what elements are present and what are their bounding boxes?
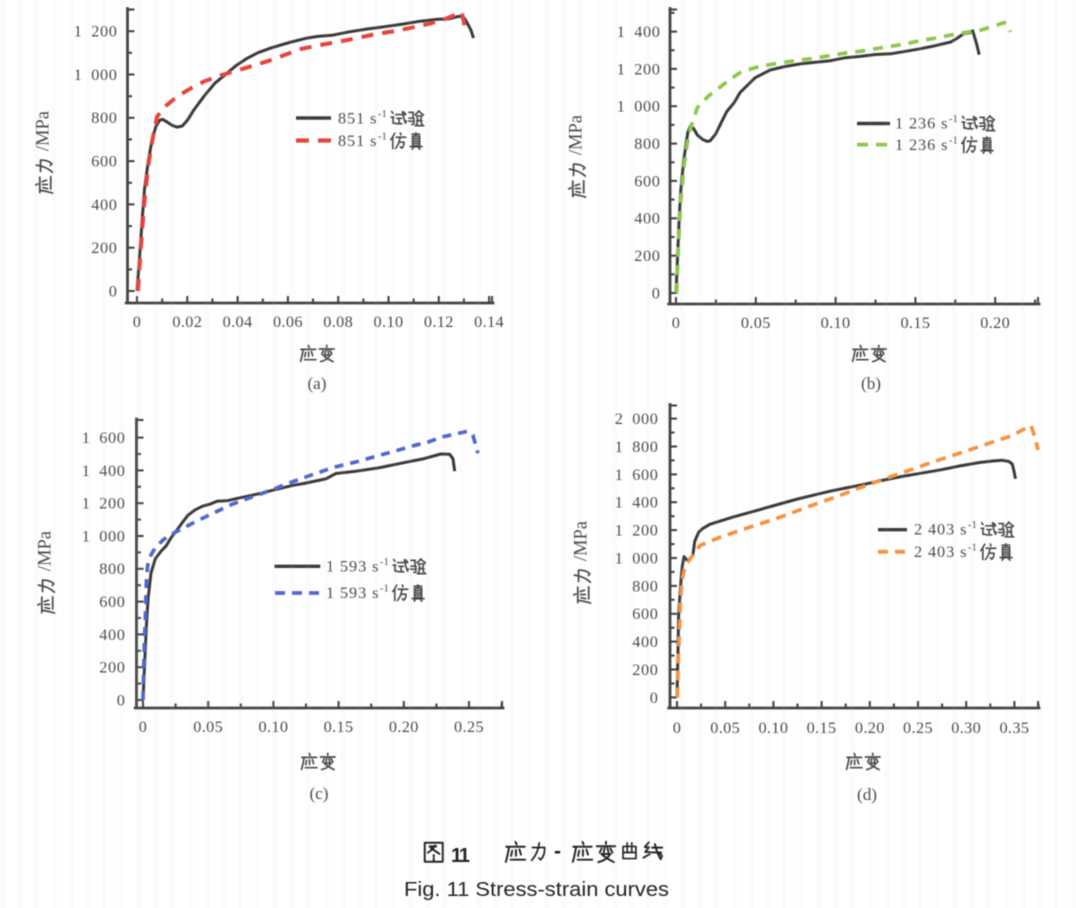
svg-text:0.20: 0.20	[855, 718, 885, 737]
svg-text:0.25: 0.25	[454, 717, 484, 736]
svg-text:-1: -1	[949, 113, 958, 125]
svg-text:200: 200	[91, 238, 117, 257]
svg-text:200: 200	[632, 660, 658, 679]
svg-text:0.12: 0.12	[424, 312, 454, 331]
svg-text:1 000: 1 000	[82, 526, 126, 545]
svg-text:1 400: 1 400	[82, 461, 126, 480]
svg-text:1 000: 1 000	[617, 97, 661, 116]
svg-text:1 236 s: 1 236 s	[895, 114, 948, 133]
svg-text:0.15: 0.15	[807, 718, 837, 737]
svg-text:0.10: 0.10	[758, 718, 788, 737]
svg-text:1 593 s: 1 593 s	[326, 583, 379, 602]
svg-text:-1: -1	[968, 542, 977, 554]
svg-text:-1: -1	[380, 556, 389, 568]
svg-text:1 800: 1 800	[615, 437, 659, 456]
svg-text:-1: -1	[949, 135, 958, 147]
svg-text:0.30: 0.30	[951, 718, 981, 737]
svg-text:0.06: 0.06	[273, 312, 303, 331]
svg-text:2 403 s: 2 403 s	[914, 542, 967, 561]
svg-text:(d): (d)	[857, 785, 877, 804]
svg-text:1 200: 1 200	[74, 22, 118, 41]
svg-text:-1: -1	[378, 131, 387, 143]
svg-text:-: -	[554, 840, 561, 863]
svg-text:(b): (b)	[861, 374, 881, 393]
svg-text:0: 0	[650, 688, 659, 707]
svg-text:0.20: 0.20	[389, 717, 419, 736]
svg-text:200: 200	[99, 658, 125, 677]
svg-text:0.04: 0.04	[223, 312, 253, 331]
svg-text:400: 400	[91, 195, 117, 214]
svg-text:0.20: 0.20	[980, 313, 1010, 332]
svg-text:600: 600	[91, 152, 117, 171]
svg-text:Fig. 11 Stress-strain curves: Fig. 11 Stress-strain curves	[404, 878, 669, 901]
svg-text:1 200: 1 200	[82, 494, 126, 513]
svg-text:(a): (a)	[307, 374, 326, 393]
svg-text:1 200: 1 200	[615, 521, 659, 540]
svg-text:/MPa: /MPa	[567, 115, 587, 155]
svg-text:400: 400	[99, 625, 125, 644]
svg-text:800: 800	[99, 559, 125, 578]
svg-text:0.10: 0.10	[374, 312, 404, 331]
svg-text:0: 0	[109, 281, 118, 300]
svg-text:0: 0	[672, 313, 681, 332]
svg-text:/MPa: /MPa	[36, 531, 56, 571]
svg-text:0.25: 0.25	[903, 718, 933, 737]
svg-text:0.14: 0.14	[474, 312, 504, 331]
svg-text:1 000: 1 000	[615, 548, 659, 567]
svg-text:0: 0	[139, 717, 148, 736]
svg-text:0.15: 0.15	[324, 717, 354, 736]
svg-text:400: 400	[632, 632, 658, 651]
svg-text:-1: -1	[380, 583, 389, 595]
svg-text:-1: -1	[378, 108, 387, 120]
svg-text:200: 200	[634, 246, 660, 265]
svg-text:0: 0	[673, 718, 682, 737]
svg-text:0.15: 0.15	[900, 313, 930, 332]
svg-text:0.35: 0.35	[999, 718, 1029, 737]
svg-text:1 400: 1 400	[617, 22, 661, 41]
svg-text:-1: -1	[968, 519, 977, 531]
svg-text:0.05: 0.05	[741, 313, 771, 332]
svg-text:0.05: 0.05	[193, 717, 223, 736]
svg-text:2 000: 2 000	[615, 409, 659, 428]
svg-text:2 403 s: 2 403 s	[914, 520, 967, 539]
svg-text:600: 600	[99, 592, 125, 611]
svg-text:1 236 s: 1 236 s	[895, 135, 948, 154]
svg-text:11: 11	[451, 845, 470, 867]
svg-text:/MPa: /MPa	[572, 521, 592, 561]
svg-text:0.05: 0.05	[710, 718, 740, 737]
svg-text:851 s: 851 s	[338, 131, 377, 150]
svg-text:(c): (c)	[309, 784, 328, 803]
svg-text:800: 800	[91, 108, 117, 127]
svg-text:600: 600	[632, 604, 658, 623]
svg-text:400: 400	[634, 209, 660, 228]
svg-text:0.02: 0.02	[172, 312, 202, 331]
svg-text:1 400: 1 400	[615, 493, 659, 512]
svg-text:1 600: 1 600	[615, 465, 659, 484]
svg-text:0: 0	[117, 690, 126, 709]
svg-text:0: 0	[133, 312, 142, 331]
svg-text:1 593 s: 1 593 s	[326, 557, 379, 576]
svg-text:851 s: 851 s	[338, 109, 377, 128]
svg-text:1 000: 1 000	[74, 65, 118, 84]
svg-text:1 600: 1 600	[82, 428, 126, 447]
svg-text:0: 0	[652, 283, 661, 302]
svg-text:1 200: 1 200	[617, 59, 661, 78]
svg-text:800: 800	[632, 576, 658, 595]
svg-text:/MPa: /MPa	[34, 111, 54, 151]
svg-text:800: 800	[634, 134, 660, 153]
svg-text:0.08: 0.08	[323, 312, 353, 331]
svg-text:0.10: 0.10	[821, 313, 851, 332]
svg-text:0.10: 0.10	[258, 717, 288, 736]
svg-text:600: 600	[634, 171, 660, 190]
